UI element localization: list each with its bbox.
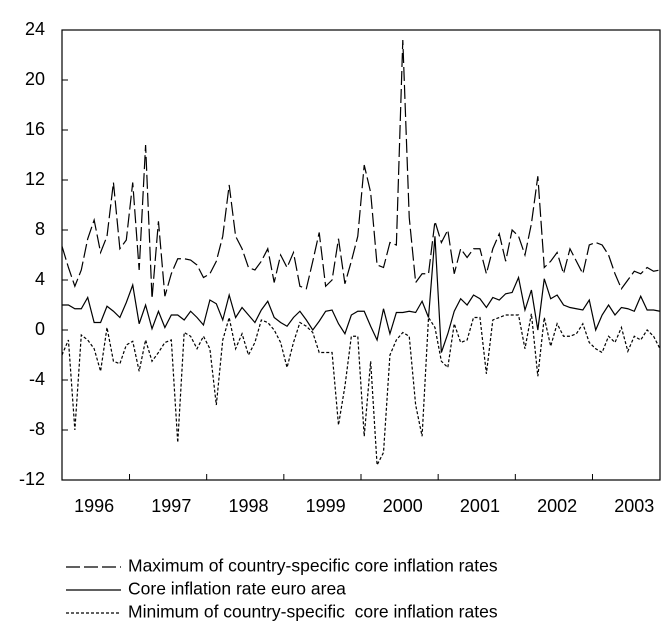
series-line [61,313,661,468]
x-tick-label: 1996 [74,496,114,516]
y-tick-label: -4 [29,369,45,389]
x-tick-label: 2002 [537,496,577,516]
y-tick-label: 20 [25,69,45,89]
y-tick-label: -12 [19,469,45,489]
series-line [61,39,661,299]
legend-label: Minimum of country-specific core inflati… [128,602,498,622]
y-tick-label: 16 [25,119,45,139]
x-tick-label: 2000 [383,496,423,516]
plot-frame [61,29,661,481]
x-tick-label: 2003 [614,496,654,516]
x-tick-label: 2001 [460,496,500,516]
x-tick-label: 1997 [151,496,191,516]
y-tick-label: 0 [35,319,45,339]
y-tick-label: -8 [29,419,45,439]
legend-label: Maximum of country-specific core inflati… [128,556,498,576]
y-tick-label: 12 [25,169,45,189]
x-tick-label: 1999 [306,496,346,516]
y-tick-label: 4 [35,269,45,289]
legend-label: Core inflation rate euro area [128,579,346,599]
y-tick-label: 24 [25,19,45,39]
y-tick-label: 8 [35,219,45,239]
series-line [62,236,661,353]
x-tick-label: 1998 [228,496,268,516]
